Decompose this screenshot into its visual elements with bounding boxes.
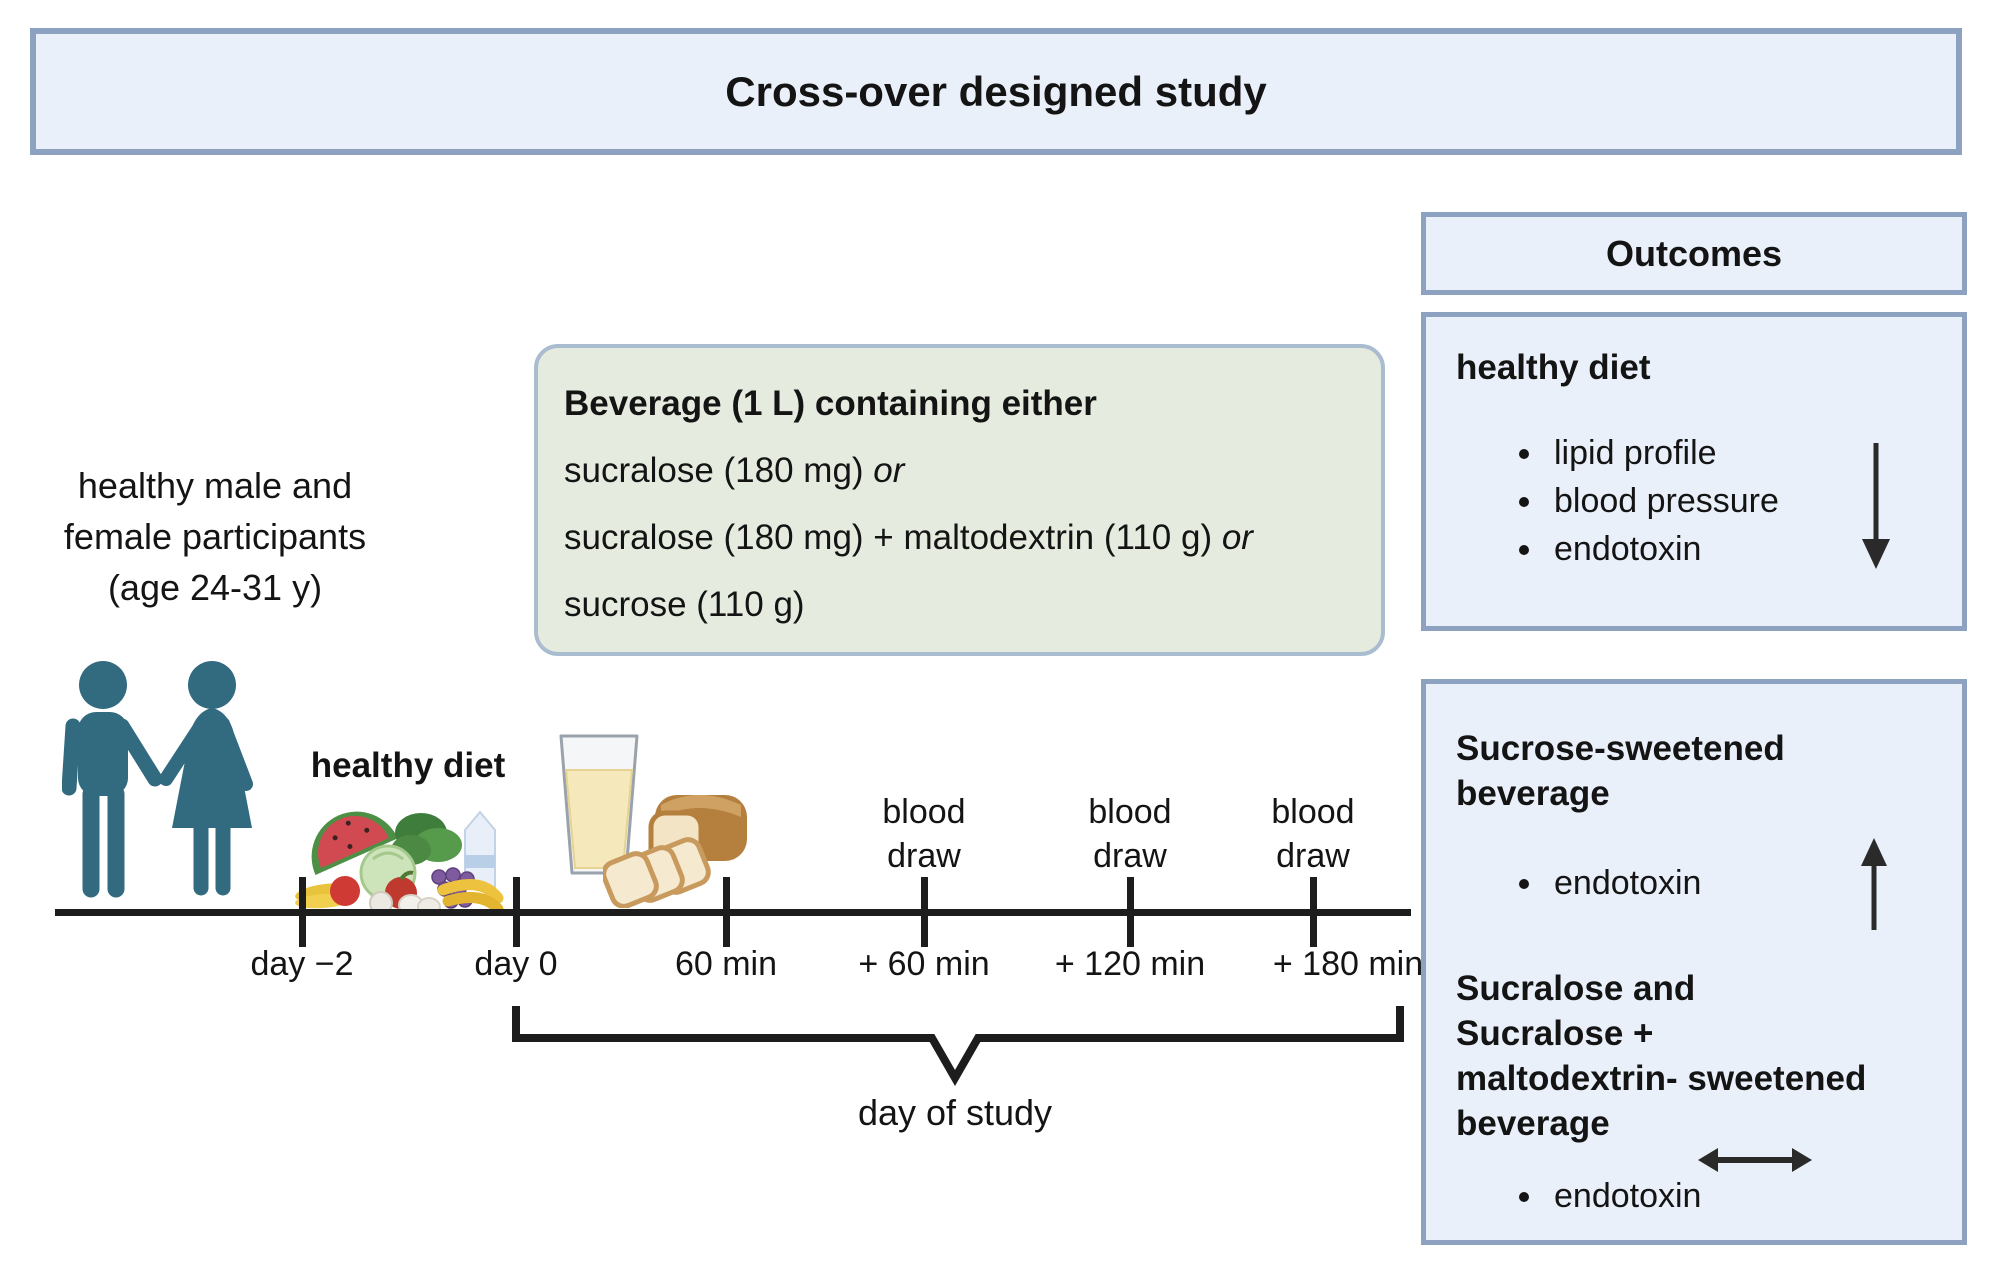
tick-label-day-minus-2: day −2 <box>250 945 354 983</box>
or-conjunction: or <box>1221 518 1253 557</box>
beverage-option: sucralose (180 mg) + maltodextrin (110 g… <box>564 518 1253 557</box>
blood-draw-label: blood draw <box>882 793 966 875</box>
timeline-tick <box>513 877 520 947</box>
beverage-option: sucrose (110 g) <box>564 585 805 624</box>
tick-label-plus-180-min: + 180 min <box>1272 945 1424 983</box>
healthy-diet-timeline-label: healthy diet <box>310 746 506 785</box>
participants-line: (age 24-31 y) <box>107 567 323 608</box>
tick-label-day-0: day 0 <box>474 945 558 983</box>
beverage-outcomes-box: Sucrose-sweetened beverage endotoxin Suc… <box>1421 679 1967 1245</box>
blood-draw-label: blood draw <box>1088 793 1172 875</box>
male-female-couple-icon <box>62 658 267 906</box>
outcomes-title: Outcomes <box>1605 232 1783 274</box>
participants-description: healthy male and female participants (ag… <box>28 460 402 613</box>
outcome-item: endotoxin <box>1546 859 1906 907</box>
healthy-diet-outcomes-box: healthy diet lipid profile blood pressur… <box>1421 312 1967 631</box>
sucralose-beverage-title: Sucralose and Sucralose + maltodextrin- … <box>1456 969 1867 1143</box>
beverage-composition-box: Beverage (1 L) containing either sucralo… <box>534 344 1385 656</box>
arrow-down-icon <box>1856 439 1896 571</box>
healthy-diet-outcome-list: lipid profile blood pressure endotoxin <box>1426 429 1966 573</box>
sucrose-beverage-title: Sucrose-sweetened beverage <box>1456 729 1785 813</box>
timeline-tick <box>1127 877 1134 947</box>
arrow-left-right-icon <box>1696 1142 1814 1178</box>
outcome-item: endotoxin <box>1546 1172 1906 1220</box>
or-conjunction: or <box>873 451 905 490</box>
participants-line: healthy male and <box>77 465 353 506</box>
timeline-tick <box>723 877 730 947</box>
outcomes-header-box: Outcomes <box>1421 212 1967 295</box>
sucralose-outcome-list: endotoxin <box>1426 1172 1906 1220</box>
beverage-glass-icon <box>553 732 645 877</box>
outcome-item: lipid profile <box>1546 429 1966 477</box>
outcome-item: endotoxin <box>1546 525 1966 573</box>
outcome-item: blood pressure <box>1546 477 1966 525</box>
day-of-study-brace <box>480 1000 1420 1090</box>
title-box: Cross-over designed study <box>30 28 1962 155</box>
tick-label-plus-60-min: + 60 min <box>858 945 990 983</box>
timeline-axis <box>55 909 1411 916</box>
tick-label-plus-120-min: + 120 min <box>1054 945 1206 983</box>
tick-label-60-min: 60 min <box>674 945 778 983</box>
sucrose-outcome-list: endotoxin <box>1426 859 1906 907</box>
healthy-diet-outcome-title: healthy diet <box>1456 348 1651 387</box>
timeline-tick <box>921 877 928 947</box>
blood-draw-label: blood draw <box>1271 793 1355 875</box>
day-of-study-label: day of study <box>857 1092 1053 1133</box>
figure-title: Cross-over designed study <box>725 67 1267 115</box>
arrow-up-icon <box>1854 836 1894 934</box>
timeline-tick <box>299 877 306 947</box>
beverage-box-heading: Beverage (1 L) containing either <box>564 384 1097 423</box>
bread-loaf-icon <box>603 783 753 908</box>
timeline-tick <box>1310 877 1317 947</box>
beverage-option: sucralose (180 mg) or <box>564 451 905 490</box>
participants-line: female participants <box>63 516 367 557</box>
fruits-vegetables-icon <box>293 795 505 915</box>
